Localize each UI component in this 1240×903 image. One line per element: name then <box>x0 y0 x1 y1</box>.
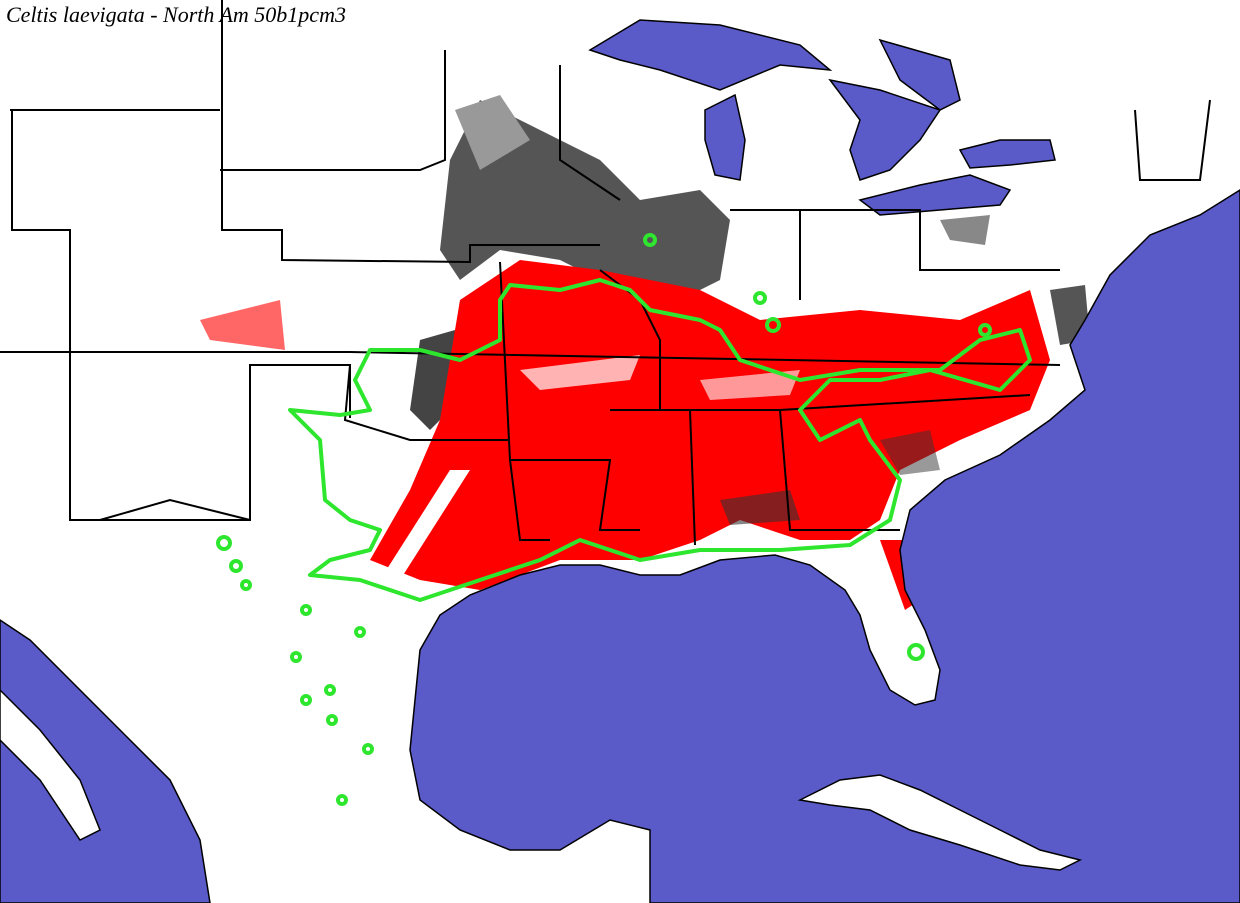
island <box>0 688 101 841</box>
range-outline <box>216 233 1032 806</box>
state-lines <box>0 0 1211 546</box>
island <box>797 774 1083 871</box>
great-lakes <box>588 19 1056 216</box>
ocean <box>409 189 1240 903</box>
ocean <box>0 619 211 903</box>
map-title: Celtis laevigata - North Am 50b1pcm3 <box>6 2 346 27</box>
red-range <box>200 260 1050 610</box>
